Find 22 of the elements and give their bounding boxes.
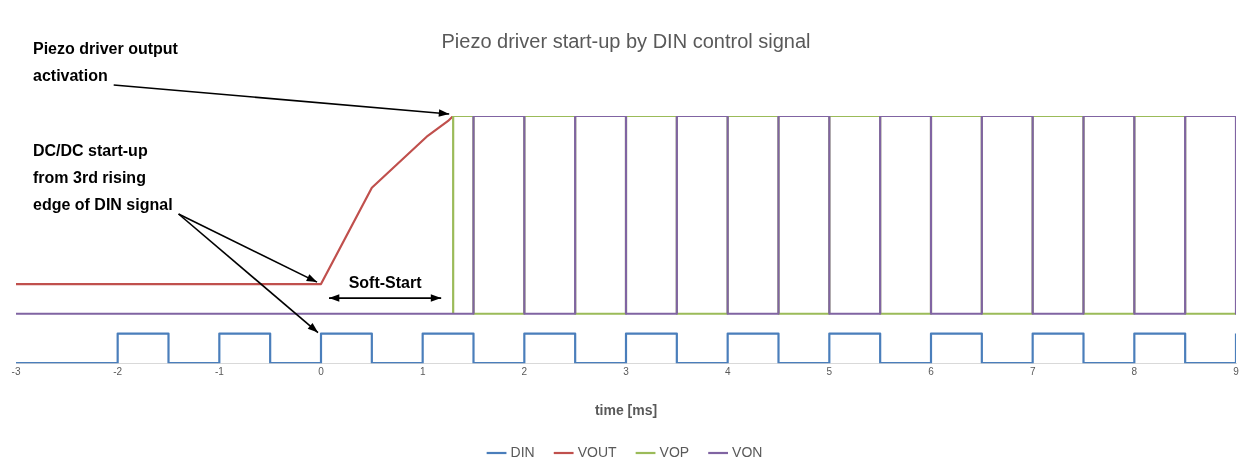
chart-title: Piezo driver start-up by DIN control signal bbox=[441, 29, 811, 52]
x-tick-label: 7 bbox=[1029, 365, 1036, 377]
legend-label: VOUT bbox=[577, 443, 617, 460]
x-axis-title: time [ms] bbox=[594, 402, 658, 419]
x-tick-label: 5 bbox=[826, 365, 833, 377]
annotation: DC/DC start-up from 3rd rising edge of DIN signal bbox=[33, 142, 173, 213]
x-tick-label: 3 bbox=[623, 365, 630, 377]
x-tick-label: 9 bbox=[1233, 365, 1240, 377]
x-tick-label: -1 bbox=[214, 365, 225, 377]
x-tick-label: 8 bbox=[1131, 365, 1138, 377]
legend-label: VON bbox=[732, 443, 763, 460]
x-tick-label: 6 bbox=[928, 365, 935, 377]
legend-label: DIN bbox=[510, 443, 535, 460]
annotation: Piezo driver output activation bbox=[33, 40, 179, 84]
x-tick-label: 2 bbox=[521, 365, 528, 377]
x-tick-label: -2 bbox=[113, 365, 123, 377]
x-tick-label: 0 bbox=[318, 365, 325, 377]
x-tick-label: 1 bbox=[419, 365, 426, 377]
x-tick-label: 4 bbox=[724, 365, 731, 377]
x-tick-label: -3 bbox=[11, 365, 21, 377]
legend-label: VOP bbox=[659, 443, 690, 460]
annotation: Soft-Start bbox=[348, 274, 423, 292]
